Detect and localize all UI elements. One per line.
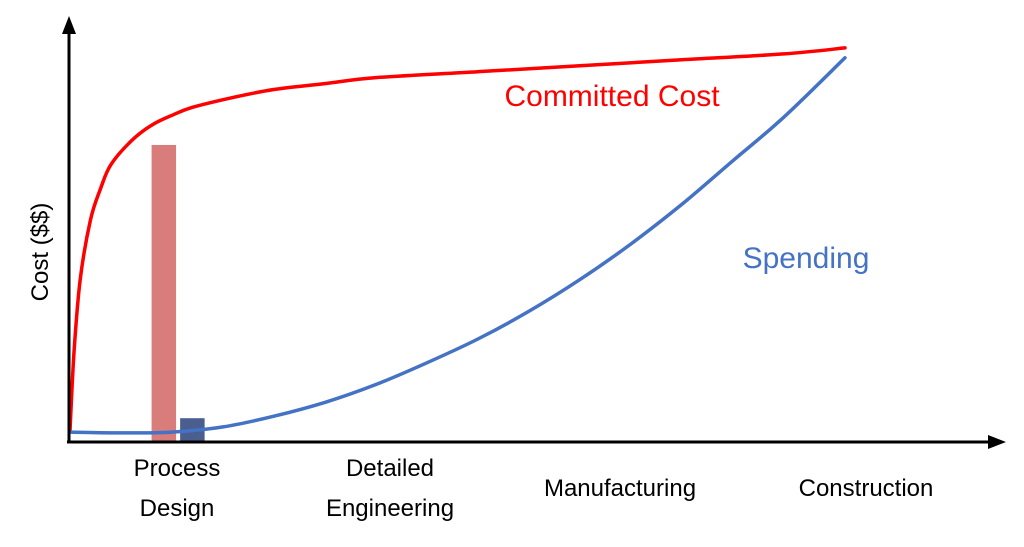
y-axis-label: Cost ($$) <box>27 203 54 302</box>
x-tick-label: Process <box>134 455 221 482</box>
bar-0 <box>151 144 177 442</box>
x-tick-label: Engineering <box>326 495 454 522</box>
labels-layer: Process Design Detailed Engineering Manufact… <box>134 80 934 522</box>
x-tick-label: Design <box>140 495 215 522</box>
series-annotation-spending: Spending <box>743 242 870 275</box>
series-line-spending <box>68 56 847 435</box>
y-axis-arrowhead <box>62 16 76 34</box>
x-axis-arrowhead <box>988 435 1006 449</box>
x-tick-label: Manufacturing <box>544 475 696 502</box>
x-tick-label: Construction <box>799 475 934 502</box>
lines-layer <box>68 46 847 435</box>
series-annotation-committed-cost: Committed Cost <box>504 80 720 113</box>
x-tick-label: Detailed <box>346 455 434 482</box>
series-line-committed-cost <box>68 46 847 432</box>
bars-layer <box>151 144 205 442</box>
